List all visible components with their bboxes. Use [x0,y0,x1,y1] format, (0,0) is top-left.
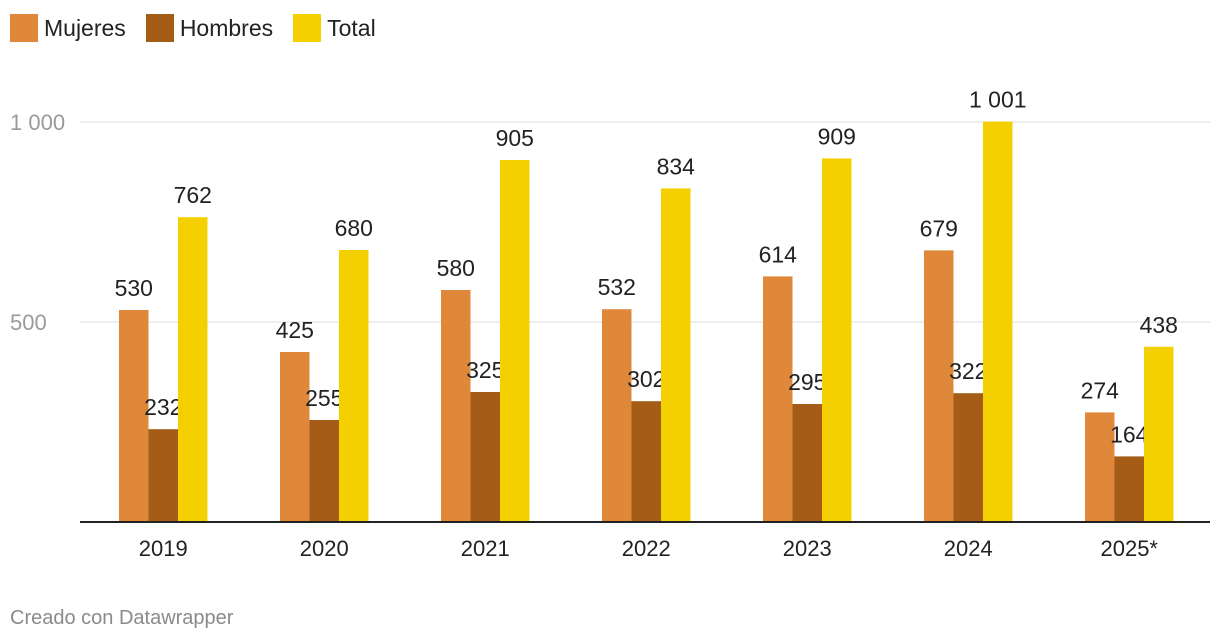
x-tick-label-2020: 2020 [300,536,349,561]
legend-swatch-total [293,14,322,42]
bar-chart: 500 1 000 530 232 762 2019 425 255 680 2020 580 325… [10,87,1210,561]
value-label-hombres-2023: 295 [788,369,826,395]
value-label-hombres-2020: 255 [305,385,343,411]
legend-item-total: Total [293,14,376,42]
value-label-total-2021: 905 [496,125,534,151]
value-label-total-2025: 438 [1140,312,1178,338]
value-label-total-2022: 834 [657,153,696,179]
x-tick-label-2025: 2025* [1100,536,1158,561]
bar-total-2024 [983,121,1013,522]
bar-hombres-2020 [309,420,339,522]
value-label-hombres-2021: 325 [466,357,504,383]
bar-total-2019 [178,217,208,522]
y-tick-label-500: 500 [10,310,47,335]
bar-total-2025 [1144,346,1174,522]
legend-label-total: Total [327,14,376,41]
bar-hombres-2023 [792,404,822,522]
value-label-mujeres-2023: 614 [759,241,798,267]
value-label-mujeres-2021: 580 [437,255,475,281]
value-label-mujeres-2025: 274 [1081,377,1120,403]
bar-hombres-2019 [148,429,178,522]
value-label-hombres-2025: 164 [1110,421,1149,447]
x-tick-label-2023: 2023 [783,536,832,561]
value-label-mujeres-2020: 425 [276,317,314,343]
value-label-total-2019: 762 [174,182,212,208]
bar-hombres-2024 [953,393,983,522]
legend-label-hombres: Hombres [179,14,274,41]
y-tick-label-1000: 1 000 [10,110,65,135]
bar-mujeres-2024 [924,250,954,522]
legend-item-hombres: Hombres [145,14,274,42]
footer-credit: Creado con Datawrapper [10,607,234,629]
bar-mujeres-2019 [119,310,149,522]
bar-total-2022 [661,188,691,522]
value-label-hombres-2019: 232 [144,394,182,420]
bar-total-2023 [822,158,852,522]
x-tick-label-2021: 2021 [461,536,510,561]
bar-mujeres-2020 [280,352,310,522]
bar-mujeres-2022 [602,309,632,522]
x-tick-label-2019: 2019 [139,536,188,561]
bar-mujeres-2025 [1085,412,1115,522]
bar-total-2020 [339,250,369,522]
legend-item-mujeres: Mujeres [10,14,126,42]
x-tick-label-2022: 2022 [622,536,671,561]
legend-swatch-hombres [145,14,174,42]
value-label-mujeres-2022: 532 [598,274,636,300]
bar-total-2021 [500,160,530,522]
value-label-total-2020: 680 [335,215,373,241]
bar-hombres-2022 [631,401,661,522]
chart-legend: Mujeres Hombres Total [10,13,396,43]
legend-swatch-mujeres [10,14,38,42]
value-label-mujeres-2024: 679 [920,215,958,241]
bar-mujeres-2021 [441,290,471,522]
value-label-total-2023: 909 [818,123,856,149]
legend-label-mujeres: Mujeres [44,14,126,41]
value-label-mujeres-2019: 530 [115,275,153,301]
bar-hombres-2025 [1114,456,1144,522]
value-label-hombres-2024: 322 [949,358,987,384]
x-tick-label-2024: 2024 [944,536,993,561]
value-label-hombres-2022: 302 [627,366,665,392]
bar-hombres-2021 [470,392,500,522]
value-label-total-2024: 1 001 [969,87,1027,113]
bar-mujeres-2023 [763,276,793,522]
